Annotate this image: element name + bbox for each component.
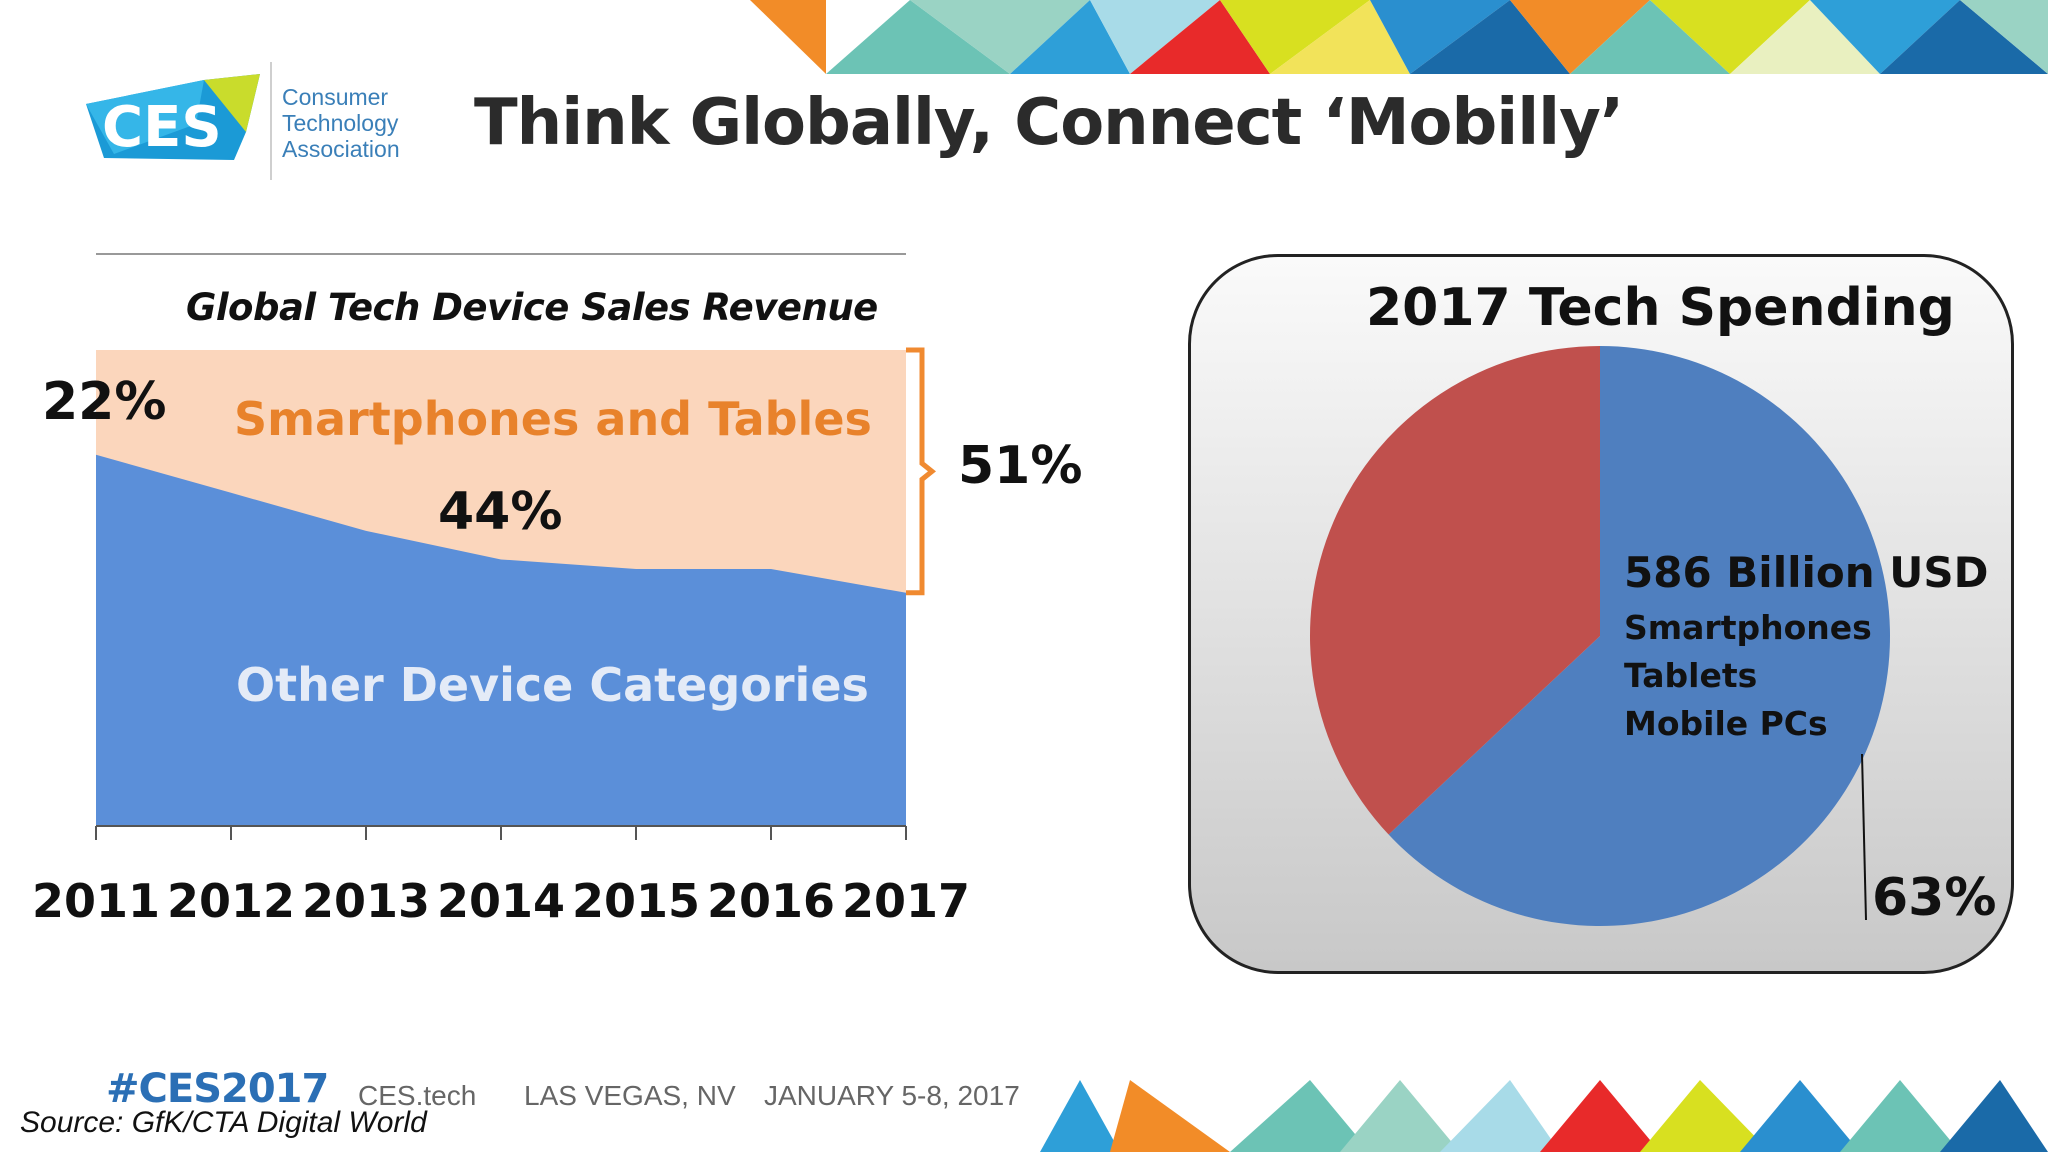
pie-chart-title: 2017 Tech Spending <box>1366 278 1955 338</box>
logo-mark: CES <box>102 95 222 160</box>
pie-item-tablets: Tablets <box>1624 656 1758 695</box>
annotation-44-percent: 44% <box>438 482 563 542</box>
pie-slice-2 <box>1310 346 1600 835</box>
annotation-22-percent: 22% <box>42 372 167 432</box>
area-chart <box>95 253 937 840</box>
bracket-51-percent <box>906 347 937 596</box>
footer-dates: JANUARY 5-8, 2017 <box>764 1080 1020 1111</box>
ces-logo-icon: CES <box>86 74 260 160</box>
footer-hashtag: #CES2017 <box>106 1066 329 1112</box>
x-tick-label-2011: 2011 <box>31 874 161 928</box>
series-label-other: Other Device Categories <box>236 658 869 712</box>
pie-item-mobile-pcs: Mobile PCs <box>1624 704 1828 743</box>
logo-line-2: Technology <box>282 110 399 136</box>
x-tick-label-2015: 2015 <box>571 874 701 928</box>
x-tick-label-2012: 2012 <box>166 874 296 928</box>
annotation-51-percent: 51% <box>958 436 1083 496</box>
decorative-triangles-bottom <box>1040 1080 2048 1152</box>
leader-line-63 <box>1861 753 1867 921</box>
source-note: Source: GfK/CTA Digital World <box>20 1106 427 1139</box>
pie-annotation-main: 586 Billion USD <box>1624 548 1989 597</box>
logo-line-3: Association <box>282 136 400 162</box>
x-tick-label-2017: 2017 <box>841 874 971 928</box>
logo-line-1: Consumer <box>282 84 389 110</box>
decorative-triangles-top <box>750 0 2048 74</box>
x-tick-label-2014: 2014 <box>436 874 566 928</box>
footer-location: LAS VEGAS, NV <box>524 1080 736 1111</box>
x-tick-label-2016: 2016 <box>706 874 836 928</box>
pie-chart <box>1310 346 1890 926</box>
series-label-smartphones: Smartphones and Tables <box>234 392 872 446</box>
cta-logo: CES Consumer Technology Association <box>84 62 424 182</box>
page-title: Think Globally, Connect ‘Mobilly’ <box>474 86 1624 160</box>
footer-site: CES.tech <box>358 1080 477 1111</box>
area-series-other <box>96 454 906 826</box>
x-tick-label-2013: 2013 <box>301 874 431 928</box>
pie-slice-1 <box>1388 346 1890 926</box>
area-chart-title: Global Tech Device Sales Revenue <box>186 286 878 329</box>
pie-item-smartphones: Smartphones <box>1624 608 1872 647</box>
pie-percent-63: 63% <box>1872 868 1997 928</box>
